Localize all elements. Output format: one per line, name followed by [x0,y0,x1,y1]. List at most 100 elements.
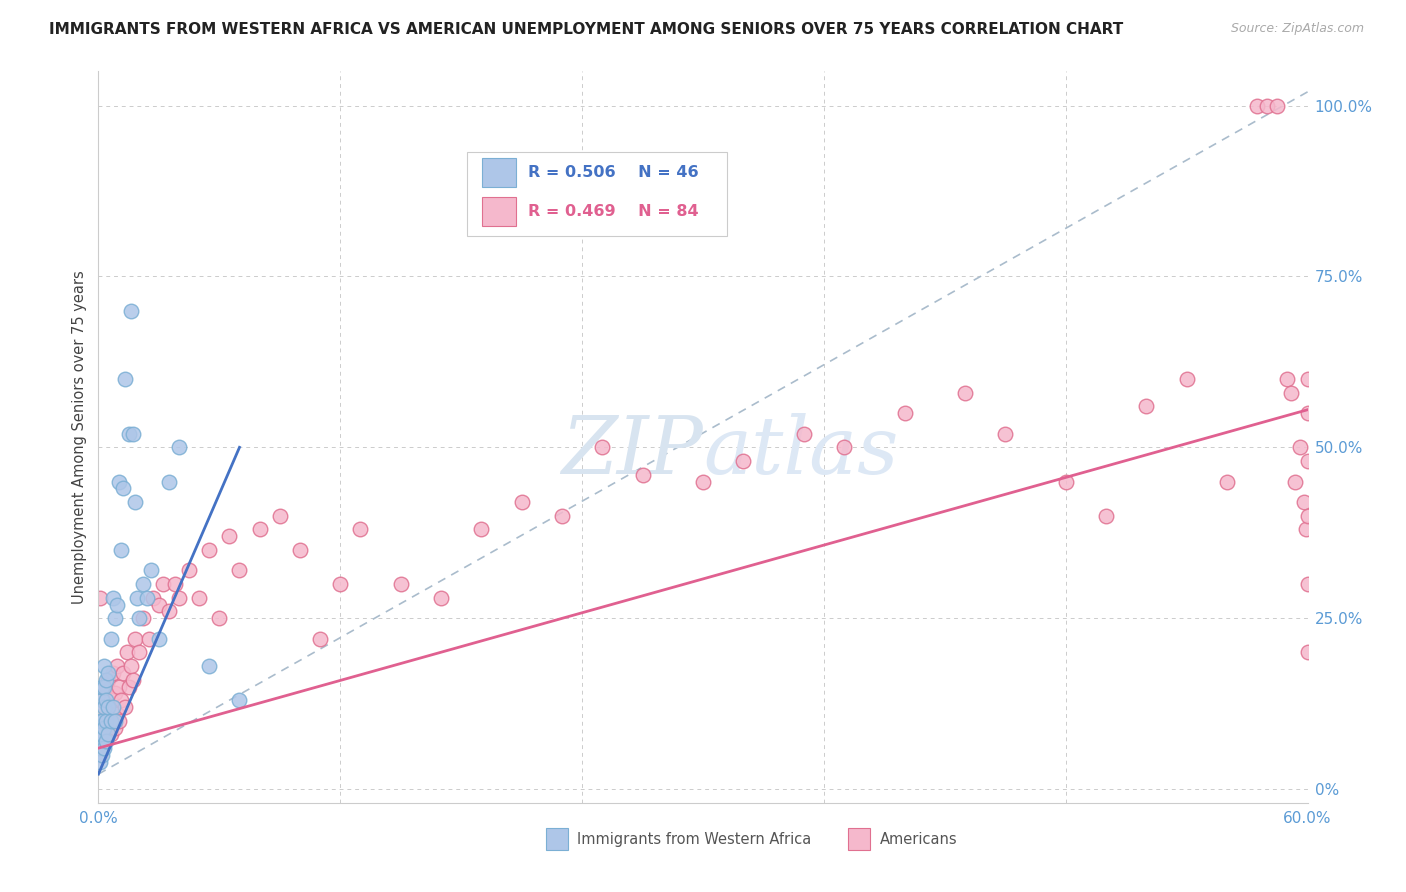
Point [120,303,142,318]
Point [1246,98,1268,112]
Point [198,542,221,557]
Point [288,542,311,557]
Point [793,426,815,441]
Point [1095,508,1118,523]
Point [148,598,170,612]
Text: R = 0.469    N = 84: R = 0.469 N = 84 [527,204,699,219]
Point [832,440,855,454]
Point [118,426,141,441]
Point [1054,475,1077,489]
Bar [546,829,568,850]
Point [1295,522,1317,536]
Point [1281,385,1303,400]
Point [100,693,122,707]
Point [105,706,128,721]
Point [179,563,201,577]
Point [114,700,136,714]
Point [132,577,155,591]
Point [93,686,115,700]
Point [91,693,114,707]
Point [430,591,453,605]
Point [110,693,132,707]
FancyBboxPatch shape [467,152,727,235]
Point [994,426,1017,441]
Point [96,673,118,687]
Bar [482,158,516,187]
Point [97,700,120,714]
Point [893,406,915,420]
Point [510,495,533,509]
Point [111,665,134,680]
Point [96,727,118,741]
Point [101,714,124,728]
Point [167,440,190,454]
Point [1296,454,1319,468]
Text: Source: ZipAtlas.com: Source: ZipAtlas.com [1230,22,1364,36]
Point [138,632,160,646]
Point [91,747,114,762]
Point [188,591,211,605]
Point [163,577,186,591]
Point [128,611,150,625]
Point [100,714,122,728]
Point [96,680,118,694]
Point [139,563,162,577]
Point [103,686,125,700]
Point [91,714,114,728]
Point [1288,440,1310,454]
Point [97,721,120,735]
Point [692,475,714,489]
Point [269,508,291,523]
Point [111,481,134,495]
Point [101,700,124,714]
Point [329,577,352,591]
Point [349,522,371,536]
Point [96,714,118,728]
Point [157,475,180,489]
Point [93,680,115,694]
Point [1256,98,1278,112]
Point [105,659,128,673]
Point [135,591,157,605]
Point [107,714,129,728]
Point [1296,406,1319,420]
Text: R = 0.506    N = 46: R = 0.506 N = 46 [527,165,699,180]
Point [97,673,120,687]
Point [93,734,115,748]
Point [118,680,141,694]
Point [93,659,115,673]
Point [733,454,755,468]
Point [89,714,111,728]
Text: Immigrants from Western Africa: Immigrants from Western Africa [578,832,811,847]
Point [89,755,111,769]
Point [132,611,155,625]
Point [953,385,976,400]
Point [142,591,165,605]
Point [91,680,114,694]
Point [97,665,120,680]
Point [125,591,148,605]
Point [91,714,114,728]
Point [91,741,114,756]
Point [91,727,114,741]
Point [1267,98,1289,112]
Point [591,440,613,454]
Point [470,522,492,536]
Point [120,659,142,673]
Point [167,591,190,605]
Point [103,611,125,625]
Point [93,700,115,714]
Point [89,741,111,756]
Point [114,372,136,386]
Point [198,659,221,673]
Point [1135,400,1157,414]
Point [121,426,143,441]
Point [93,721,115,735]
Point [128,645,150,659]
Point [218,529,240,543]
Point [1296,577,1319,591]
Point [100,727,122,741]
Point [1296,645,1319,659]
Point [1296,508,1319,523]
Point [89,591,111,605]
